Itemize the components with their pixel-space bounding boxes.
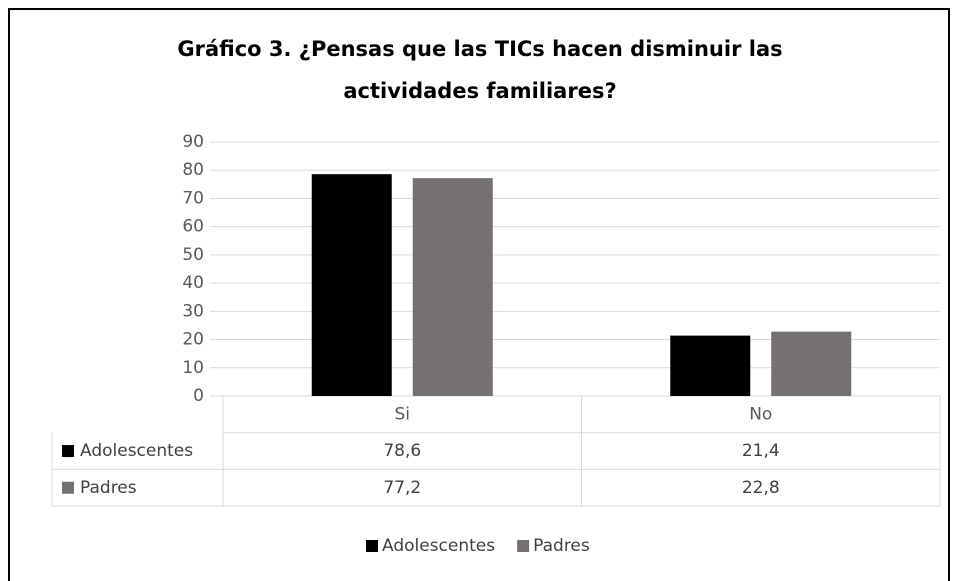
- bar: [771, 331, 852, 396]
- table-cell: 78,6: [383, 441, 421, 461]
- table-legend-key: [62, 445, 74, 458]
- legend-label: Padres: [533, 536, 590, 556]
- table-cell: 21,4: [742, 441, 780, 461]
- y-tick-label: 30: [182, 301, 204, 321]
- table-legend-key: [62, 481, 74, 494]
- legend-key: [366, 540, 378, 552]
- x-tick-label: Si: [394, 404, 410, 424]
- bar: [670, 335, 751, 396]
- y-tick-label: 80: [182, 160, 204, 180]
- chart-title: actividades familiares?: [343, 79, 616, 103]
- y-tick-label: 0: [193, 386, 204, 406]
- table-row-label: Padres: [80, 478, 137, 498]
- table-row-label: Adolescentes: [80, 441, 193, 461]
- y-tick-label: 70: [182, 188, 204, 208]
- y-tick-label: 20: [182, 330, 204, 350]
- y-tick-label: 90: [182, 132, 204, 152]
- y-tick-label: 50: [182, 245, 204, 265]
- y-tick-label: 60: [182, 217, 204, 237]
- y-tick-label: 10: [182, 358, 204, 378]
- bar: [412, 178, 493, 396]
- table-cell: 22,8: [742, 478, 780, 498]
- chart-title: Gráfico 3. ¿Pensas que las TICs hacen di…: [177, 37, 782, 61]
- bar: [311, 174, 392, 396]
- legend-key: [517, 540, 530, 552]
- x-tick-label: No: [749, 404, 772, 424]
- y-tick-label: 40: [182, 273, 204, 293]
- table-cell: 77,2: [383, 478, 421, 498]
- legend-label: Adolescentes: [382, 536, 495, 556]
